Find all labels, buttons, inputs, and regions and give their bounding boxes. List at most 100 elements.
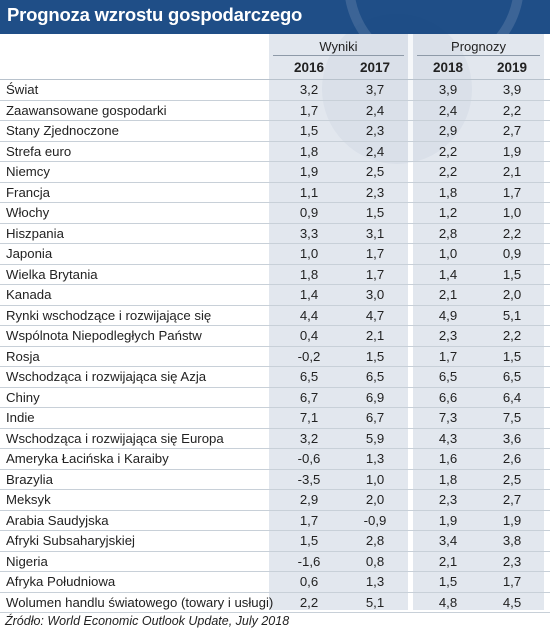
value-cell-2019: 6,4 [502, 389, 522, 405]
value-cell-2018: 4,8 [438, 594, 458, 610]
table-row: Brazylia -3,5 1,0 1,8 2,5 [0, 470, 550, 490]
value-cell-2017: 3,0 [365, 287, 385, 302]
row-label: Rynki wschodzące i rozwijające się [6, 307, 212, 323]
value-cell-2019: 2,3 [502, 553, 522, 569]
value-cell-2018: 2,2 [438, 143, 458, 159]
value-cell-2017: 6,7 [365, 410, 385, 425]
table-row: Meksyk 2,9 2,0 2,3 2,7 [0, 490, 550, 511]
value-cell-2016: 0,9 [299, 205, 319, 220]
growth-forecast-table: Wyniki Prognozy 2016 2017 2018 2019 Świa… [0, 34, 550, 613]
value-cell-2019: 2,2 [502, 102, 522, 118]
value-cell-2018: 2,1 [438, 553, 458, 569]
value-cell-2017: 2,4 [365, 143, 385, 159]
value-cell-2019: 2,2 [502, 328, 522, 343]
value-cell-2017: 4,7 [365, 307, 385, 323]
value-cell-2018: 4,9 [438, 307, 458, 323]
table-row: Kanada 1,4 3,0 2,1 2,0 [0, 285, 550, 306]
value-cell-2017: 2,4 [365, 102, 385, 118]
row-label: Wolumen handlu światowego (towary i usłu… [6, 594, 274, 610]
group-underline-results [273, 55, 404, 56]
page-title: Prognoza wzrostu gospodarczego [7, 4, 303, 25]
value-cell-2019: 1,9 [502, 143, 522, 159]
table-row: Rynki wschodzące i rozwijające się 4,4 4,7… [0, 306, 550, 326]
value-cell-2019: 5,1 [502, 307, 522, 323]
value-cell-2019: 1,5 [502, 266, 522, 282]
value-cell-2017: 1,3 [365, 451, 385, 466]
value-cell-2018: 4,3 [438, 430, 458, 446]
value-cell-2016: -0,2 [297, 348, 321, 364]
value-cell-2019: 2,7 [502, 123, 522, 138]
value-cell-2016: 1,4 [299, 287, 319, 302]
row-label: Kanada [6, 287, 52, 302]
table-row: Japonia 1,0 1,7 1,0 0,9 [0, 244, 550, 265]
value-cell-2017: 2,8 [365, 533, 385, 548]
value-cell-2018: 1,4 [438, 266, 458, 282]
year-header-2016: 2016 [293, 60, 325, 75]
value-cell-2019: 1,9 [502, 512, 522, 528]
forecast-column-shade [413, 34, 544, 610]
value-cell-2017: 1,7 [365, 246, 385, 261]
value-cell-2016: 7,1 [299, 410, 319, 425]
value-cell-2019: 2,0 [502, 287, 522, 302]
value-cell-2018: 6,6 [438, 389, 458, 405]
value-cell-2017: 5,1 [365, 594, 385, 610]
row-label: Afryki Subsaharyjskiej [6, 533, 135, 548]
value-cell-2019: 6,5 [502, 369, 522, 384]
value-cell-2019: 1,7 [502, 574, 522, 589]
value-cell-2017: 2,5 [365, 164, 385, 179]
value-cell-2019: 2,2 [502, 225, 522, 241]
value-cell-2017: 1,7 [365, 266, 385, 282]
row-label: Indie [6, 410, 35, 425]
value-cell-2018: 2,4 [438, 102, 458, 118]
value-cell-2017: 3,7 [365, 82, 385, 97]
value-cell-2018: 2,1 [438, 287, 458, 302]
table-row: Hiszpania 3,3 3,1 2,8 2,2 [0, 224, 550, 244]
value-cell-2018: 6,5 [438, 369, 458, 384]
value-cell-2016: 1,9 [299, 164, 319, 179]
table-row: Stany Zjednoczone 1,5 2,3 2,9 2,7 [0, 121, 550, 142]
group-underline-forecast [417, 55, 540, 56]
value-cell-2018: 1,9 [438, 512, 458, 528]
value-cell-2018: 2,9 [438, 123, 458, 138]
value-cell-2017: 5,9 [365, 430, 385, 446]
value-cell-2016: 1,7 [299, 512, 319, 528]
table-row: Świat 3,2 3,7 3,9 3,9 [0, 80, 550, 101]
value-cell-2016: 1,0 [299, 246, 319, 261]
value-cell-2019: 3,9 [502, 82, 522, 97]
value-cell-2018: 2,3 [438, 328, 458, 343]
value-cell-2016: 3,3 [299, 225, 319, 241]
row-label: Niemcy [6, 164, 50, 179]
value-cell-2017: 1,3 [365, 574, 385, 589]
value-cell-2018: 2,8 [438, 225, 458, 241]
value-cell-2019: 2,1 [502, 164, 522, 179]
title-bar: Prognoza wzrostu gospodarczego [0, 0, 550, 34]
row-label: Francja [6, 184, 50, 200]
value-cell-2016: 2,9 [299, 492, 319, 507]
row-label: Nigeria [6, 553, 48, 569]
value-cell-2018: 3,4 [438, 533, 458, 548]
value-cell-2016: 0,4 [299, 328, 319, 343]
value-cell-2018: 1,7 [438, 348, 458, 364]
value-cell-2019: 7,5 [502, 410, 522, 425]
value-cell-2018: 7,3 [438, 410, 458, 425]
value-cell-2017: 2,3 [365, 184, 385, 200]
value-cell-2018: 2,3 [438, 492, 458, 507]
table-row: Wolumen handlu światowego (towary i usłu… [0, 593, 550, 613]
table-row: Francja 1,1 2,3 1,8 1,7 [0, 183, 550, 203]
value-cell-2019: 1,0 [502, 205, 522, 220]
row-label: Włochy [6, 205, 50, 220]
results-column-shade [269, 34, 408, 610]
group-label-results: Wyniki [319, 39, 358, 54]
value-cell-2019: 1,5 [502, 348, 522, 364]
value-cell-2017: 3,1 [365, 225, 385, 241]
row-label: Wielka Brytania [6, 266, 98, 282]
value-cell-2017: 6,9 [365, 389, 385, 405]
watermark-ring-icon [344, 0, 524, 34]
value-cell-2016: 1,8 [299, 266, 319, 282]
value-cell-2019: 2,7 [502, 492, 522, 507]
value-cell-2018: 1,0 [438, 246, 458, 261]
row-label: Japonia [6, 246, 53, 261]
value-cell-2016: 4,4 [299, 307, 319, 323]
group-label-forecast: Prognozy [451, 39, 506, 54]
value-cell-2016: 1,7 [299, 102, 319, 118]
